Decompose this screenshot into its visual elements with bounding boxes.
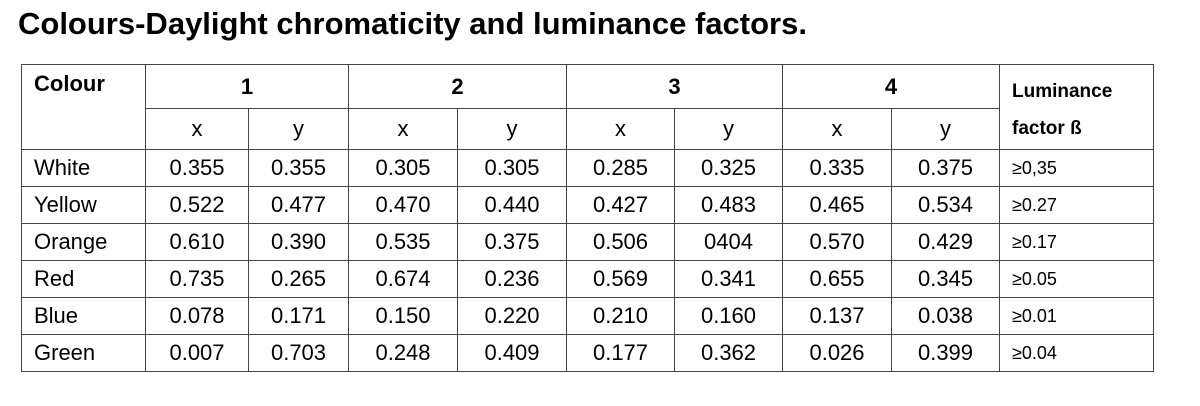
group-header-3: 3 [566, 64, 783, 109]
luminance-cell: ≥0,35 [999, 149, 1154, 187]
group-header-1: 1 [145, 64, 349, 109]
table-cell: 0.078 [145, 297, 249, 335]
table-cell: 0.335 [782, 149, 892, 187]
group-header-4: 4 [782, 64, 1000, 109]
table-cell: 0.177 [566, 334, 675, 372]
table-cell: 0.522 [145, 186, 249, 224]
table-cell: 0.465 [782, 186, 892, 224]
luminance-header-line2: factor ß [1012, 118, 1082, 139]
luminance-header-line1: Luminance [1012, 81, 1113, 102]
table-cell: 0.362 [674, 334, 783, 372]
table-row: White 0.355 0.355 0.305 0.305 0.285 0.32… [21, 149, 1154, 187]
table-cell: 0.160 [674, 297, 783, 335]
table-cell: 0.341 [674, 260, 783, 298]
sub-header-y: y [674, 108, 783, 150]
table-cell: 0.375 [891, 149, 1000, 187]
table-cell: 0.007 [145, 334, 249, 372]
table-cell: 0.535 [348, 223, 458, 261]
colour-name: White [21, 149, 146, 187]
table-cell: 0.390 [248, 223, 349, 261]
table-cell: 0.345 [891, 260, 1000, 298]
sub-header-row: x y x y x y x y [22, 108, 1154, 150]
table-cell: 0.409 [457, 334, 567, 372]
table-cell: 0.285 [566, 149, 675, 187]
table-cell: 0.429 [891, 223, 1000, 261]
table-cell: 0.735 [145, 260, 249, 298]
table-cell: 0.355 [248, 149, 349, 187]
table-cell: 0.440 [457, 186, 567, 224]
sub-header-x: x [348, 108, 458, 150]
sub-header-x: x [566, 108, 675, 150]
table-cell: 0.610 [145, 223, 249, 261]
table-cell: 0.150 [348, 297, 458, 335]
luminance-cell: ≥0.05 [999, 260, 1154, 298]
sub-header-x: x [782, 108, 892, 150]
sub-header-y: y [248, 108, 349, 150]
table-cell: 0.399 [891, 334, 1000, 372]
table-cell: 0.703 [248, 334, 349, 372]
colour-name: Red [21, 260, 146, 298]
table-cell: 0.506 [566, 223, 675, 261]
table-row: Yellow 0.522 0.477 0.470 0.440 0.427 0.4… [21, 186, 1154, 224]
sub-header-x: x [145, 108, 249, 150]
group-header-row: Colour 1 2 3 4 Luminance factor ß [21, 64, 1154, 150]
table-row: Orange 0.610 0.390 0.535 0.375 0.506 040… [21, 223, 1154, 261]
table-cell: 0404 [674, 223, 783, 261]
sub-header-y: y [457, 108, 567, 150]
table-cell: 0.236 [457, 260, 567, 298]
table-row: Blue 0.078 0.171 0.150 0.220 0.210 0.160… [21, 297, 1154, 335]
group-header-2: 2 [348, 64, 567, 109]
table-cell: 0.265 [248, 260, 349, 298]
table-cell: 0.674 [348, 260, 458, 298]
table-cell: 0.655 [782, 260, 892, 298]
table-cell: 0.375 [457, 223, 567, 261]
table-cell: 0.210 [566, 297, 675, 335]
table-cell: 0.137 [782, 297, 892, 335]
table-cell: 0.570 [782, 223, 892, 261]
luminance-header: Luminance factor ß [999, 64, 1154, 150]
table-cell: 0.325 [674, 149, 783, 187]
table-cell: 0.534 [891, 186, 1000, 224]
page-title: Colours-Daylight chromaticity and lumina… [18, 6, 807, 41]
table-cell: 0.477 [248, 186, 349, 224]
table-cell: 0.305 [348, 149, 458, 187]
table-cell: 0.483 [674, 186, 783, 224]
table-cell: 0.355 [145, 149, 249, 187]
table-cell: 0.038 [891, 297, 1000, 335]
chromaticity-table: Colour 1 2 3 4 Luminance factor ß x y x … [21, 64, 1154, 372]
colour-header: Colour [21, 64, 146, 150]
colour-name: Green [21, 334, 146, 372]
table-row: Red 0.735 0.265 0.674 0.236 0.569 0.341 … [21, 260, 1154, 298]
table-cell: 0.248 [348, 334, 458, 372]
luminance-cell: ≥0.27 [999, 186, 1154, 224]
luminance-cell: ≥0.17 [999, 223, 1154, 261]
table-cell: 0.305 [457, 149, 567, 187]
table-cell: 0.470 [348, 186, 458, 224]
table-cell: 0.171 [248, 297, 349, 335]
table-cell: 0.026 [782, 334, 892, 372]
table-cell: 0.427 [566, 186, 675, 224]
table-cell: 0.220 [457, 297, 567, 335]
luminance-cell: ≥0.04 [999, 334, 1154, 372]
table-row: Green 0.007 0.703 0.248 0.409 0.177 0.36… [21, 334, 1154, 372]
colour-name: Yellow [21, 186, 146, 224]
colour-name: Blue [21, 297, 146, 335]
colour-name: Orange [21, 223, 146, 261]
sub-header-y: y [891, 108, 1000, 150]
luminance-cell: ≥0.01 [999, 297, 1154, 335]
table-cell: 0.569 [566, 260, 675, 298]
